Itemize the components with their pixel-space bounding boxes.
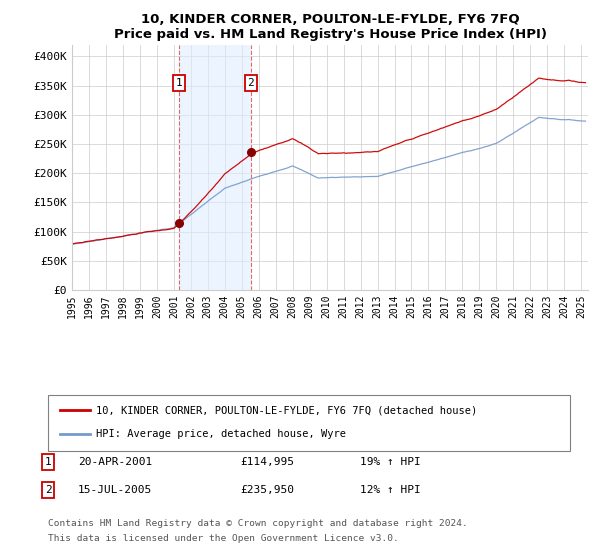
Text: 2: 2 [44,485,52,495]
Text: This data is licensed under the Open Government Licence v3.0.: This data is licensed under the Open Gov… [48,534,399,543]
Title: 10, KINDER CORNER, POULTON-LE-FYLDE, FY6 7FQ
Price paid vs. HM Land Registry's H: 10, KINDER CORNER, POULTON-LE-FYLDE, FY6… [113,13,547,41]
Text: HPI: Average price, detached house, Wyre: HPI: Average price, detached house, Wyre [96,429,346,439]
Text: £114,995: £114,995 [240,457,294,467]
Text: 10, KINDER CORNER, POULTON-LE-FYLDE, FY6 7FQ (detached house): 10, KINDER CORNER, POULTON-LE-FYLDE, FY6… [96,405,477,416]
Text: 2: 2 [248,78,254,88]
Text: 1: 1 [44,457,52,467]
Bar [179,45,251,290]
Text: £235,950: £235,950 [240,485,294,495]
Text: 20-APR-2001: 20-APR-2001 [78,457,152,467]
Text: 15-JUL-2005: 15-JUL-2005 [78,485,152,495]
Text: 1: 1 [175,78,182,88]
Text: 19% ↑ HPI: 19% ↑ HPI [360,457,421,467]
Text: 12% ↑ HPI: 12% ↑ HPI [360,485,421,495]
Text: Contains HM Land Registry data © Crown copyright and database right 2024.: Contains HM Land Registry data © Crown c… [48,519,468,528]
